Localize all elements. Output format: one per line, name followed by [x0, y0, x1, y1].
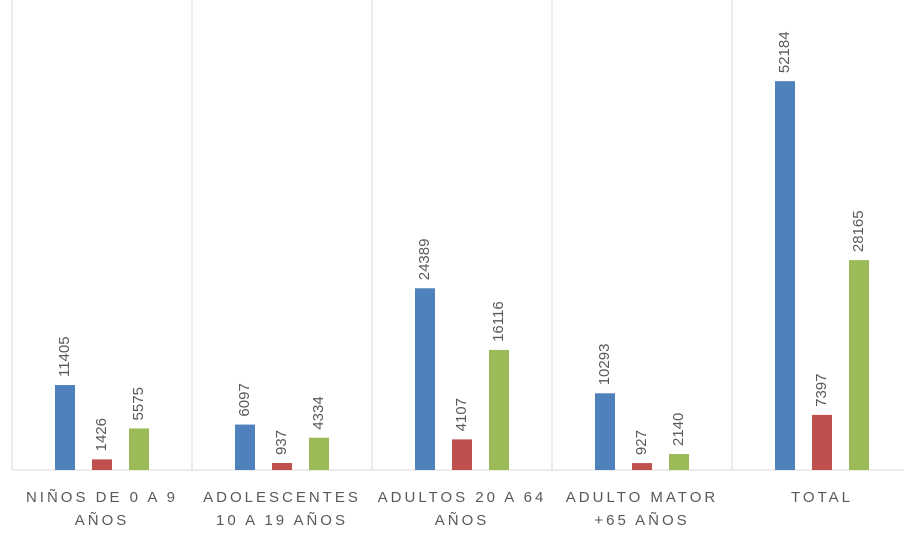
value-label: 5575: [130, 387, 147, 420]
bar: [92, 459, 112, 470]
value-label: 4107: [453, 398, 470, 431]
bar: [309, 437, 329, 470]
x-tick-label: NIÑOS DE 0 A 9 AÑOS: [25, 489, 179, 529]
bar: [849, 260, 869, 470]
value-label: 1426: [93, 418, 110, 451]
value-label: 2140: [670, 413, 687, 446]
bar: [632, 463, 652, 470]
bar: [489, 349, 509, 470]
bar: [595, 393, 615, 470]
bar: [272, 463, 292, 470]
value-label: 11405: [56, 336, 73, 377]
value-label: 6097: [236, 383, 253, 416]
bar: [452, 439, 472, 470]
value-label: 16116: [490, 301, 507, 342]
value-label: 4334: [310, 396, 327, 429]
value-label: 28165: [850, 210, 867, 252]
value-label: 52184: [776, 31, 793, 73]
bar: [812, 414, 832, 470]
value-label: 7397: [813, 374, 830, 407]
bar: [415, 288, 435, 470]
bar: [55, 385, 75, 470]
bar: [775, 81, 795, 471]
x-tick-label: TOTAL: [791, 489, 853, 506]
x-tick-label: ADOLESCENTES 10 A 19 AÑOS: [203, 489, 361, 529]
value-label: 24389: [416, 239, 433, 281]
x-tick-label: ADULTO MATOR +65 AÑOS: [565, 489, 719, 529]
bar: [235, 424, 255, 470]
value-label: 10293: [596, 344, 613, 386]
bar: [669, 454, 689, 470]
x-tick-label: ADULTOS 20 A 64 AÑOS: [377, 489, 547, 529]
value-label: 937: [273, 430, 290, 455]
value-label: 927: [633, 430, 650, 455]
bar: [129, 428, 149, 470]
